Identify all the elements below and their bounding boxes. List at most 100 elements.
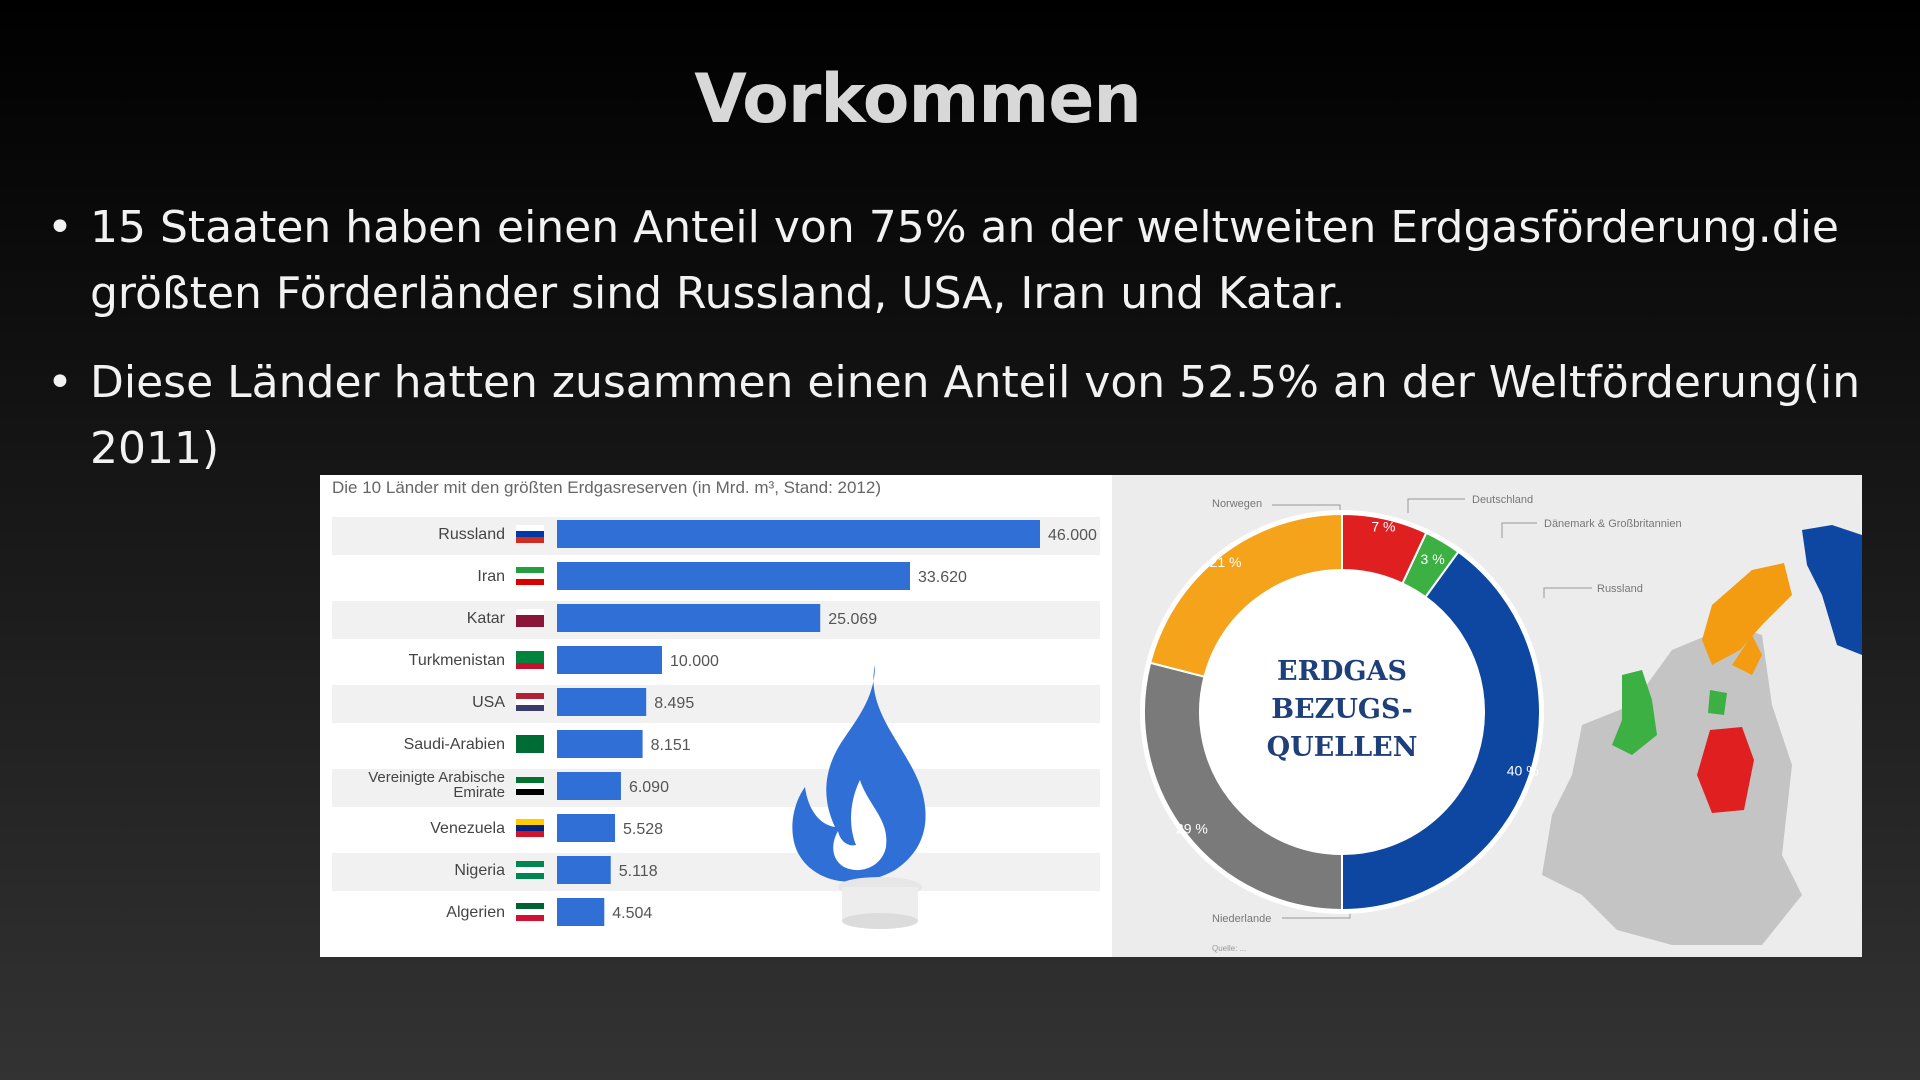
donut-callout-russland: Russland	[1597, 583, 1643, 595]
bar-rows: Russland 46.000 Iran 33.620 Katar 25.069 Turkm…	[332, 517, 1100, 926]
flag-stripe	[516, 609, 544, 615]
flag-stripe	[516, 867, 544, 873]
donut-center-label: BEZUGS-	[1271, 694, 1412, 725]
country-flag-icon	[516, 567, 544, 585]
flag-stripe	[516, 531, 544, 537]
donut-callout-deutschland: Deutschland	[1472, 494, 1533, 506]
flag-stripe	[516, 909, 544, 915]
gas-flame-icon	[792, 665, 926, 929]
bar-row-background	[332, 769, 1100, 807]
country-flag-icon	[516, 609, 544, 627]
bullet-item: • 15 Staaten haben einen Anteil von 75% …	[45, 195, 1875, 327]
flag-stripe	[516, 915, 544, 921]
flag-stripe	[516, 567, 544, 573]
donut-callout-daenemark: Dänemark & Großbritannien	[1544, 518, 1682, 530]
flag-stripe	[516, 831, 544, 837]
flag-stripe	[516, 741, 544, 747]
donut-chart-panel: Norwegen Deutschland Dänemark & Großbrit…	[1112, 475, 1862, 957]
flag-stripe	[516, 735, 544, 741]
category-label: Iran	[477, 568, 505, 585]
value-label: 46.000	[1048, 527, 1097, 544]
bar	[557, 730, 643, 758]
value-label: 33.620	[918, 569, 967, 586]
value-label: 25.069	[828, 611, 877, 628]
flag-stripe	[516, 651, 544, 657]
flag-stripe	[516, 525, 544, 531]
value-label: 10.000	[670, 653, 719, 670]
country-flag-icon	[516, 861, 544, 879]
flag-stripe	[516, 903, 544, 909]
category-label: Venezuela	[430, 820, 505, 837]
flag-stripe	[516, 819, 544, 825]
flag-stripe	[516, 537, 544, 543]
value-label: 8.495	[654, 695, 694, 712]
value-label: 5.118	[619, 863, 658, 880]
bar-chart: Russland 46.000 Iran 33.620 Katar 25.069 Turkm…	[332, 517, 1100, 929]
flag-stripe	[516, 579, 544, 585]
flag-stripe	[516, 657, 544, 663]
country-flag-icon	[516, 693, 544, 711]
bullet-dot-icon: •	[47, 357, 73, 408]
value-label: 5.528	[623, 821, 663, 838]
bar	[557, 646, 662, 674]
category-label: Algerien	[446, 904, 505, 921]
bar	[557, 562, 911, 590]
europe-map-illustration	[1542, 525, 1862, 945]
bar-row-background	[332, 685, 1100, 723]
donut-slice-label: 3 %	[1421, 551, 1445, 567]
slide-title: Vorkommen	[694, 60, 1142, 139]
donut-source-note: Quelle: ...	[1212, 944, 1246, 953]
country-flag-icon	[516, 525, 544, 543]
flag-stripe	[516, 861, 544, 867]
flag-stripe	[516, 573, 544, 579]
donut-hole	[1200, 570, 1484, 854]
flag-stripe	[516, 705, 544, 711]
bar-row-background	[332, 853, 1100, 891]
flag-stripe	[516, 615, 544, 621]
donut-chart: Norwegen Deutschland Dänemark & Großbrit…	[1140, 494, 1862, 953]
bar	[557, 856, 611, 884]
value-label: 6.090	[629, 779, 669, 796]
flag-stripe	[516, 663, 544, 669]
category-label: Katar	[467, 610, 506, 627]
flag-stripe	[516, 621, 544, 627]
donut-center-label: ERDGAS	[1277, 656, 1407, 687]
donut-slice-label: 40 %	[1507, 763, 1539, 779]
flag-stripe	[516, 777, 544, 783]
category-label: Saudi-Arabien	[404, 736, 505, 753]
flag-stripe	[516, 789, 544, 795]
donut-slice-label: 7 %	[1371, 519, 1395, 535]
donut-slice-label: 29 %	[1176, 820, 1208, 836]
country-flag-icon	[516, 819, 544, 837]
flag-stripe	[516, 873, 544, 879]
category-label: Vereinigte Arabische Emirate	[368, 769, 505, 801]
bullet-item: • Diese Länder hatten zusammen einen Ant…	[45, 350, 1875, 482]
donut-center-label: QUELLEN	[1267, 732, 1418, 763]
category-label: Turkmenistan	[409, 652, 505, 669]
bar	[557, 898, 605, 926]
donut-slice-label: 21 %	[1210, 554, 1242, 570]
category-label: USA	[472, 694, 505, 711]
chart-image: Die 10 Länder mit den größten Erdgasrese…	[320, 475, 1862, 957]
country-flag-icon	[516, 735, 544, 753]
country-flag-icon	[516, 777, 544, 795]
bullet-text: Diese Länder hatten zusammen einen Antei…	[90, 357, 1861, 474]
bullet-text: 15 Staaten haben einen Anteil von 75% an…	[90, 202, 1839, 319]
value-label: 8.151	[651, 737, 691, 754]
flag-stripe	[516, 747, 544, 753]
category-label: Russland	[438, 526, 505, 543]
bar-chart-panel: Die 10 Länder mit den größten Erdgasrese…	[320, 475, 1112, 957]
bar	[557, 814, 616, 842]
donut-callout-niederlande: Niederlande	[1212, 913, 1271, 925]
bar	[557, 688, 647, 716]
donut-callout-norwegen: Norwegen	[1212, 498, 1262, 510]
bullet-dot-icon: •	[47, 202, 73, 253]
category-label: Nigeria	[454, 862, 505, 879]
bullet-list: • 15 Staaten haben einen Anteil von 75% …	[45, 195, 1875, 505]
country-flag-icon	[516, 651, 544, 669]
flag-stripe	[516, 693, 544, 699]
bar	[557, 772, 621, 800]
bar	[557, 604, 821, 632]
flag-stripe	[516, 783, 544, 789]
value-label: 4.504	[612, 905, 652, 922]
